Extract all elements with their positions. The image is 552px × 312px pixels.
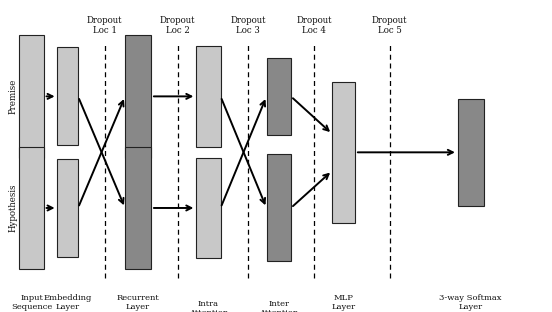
Text: Hypothesis: Hypothesis (8, 184, 17, 232)
FancyBboxPatch shape (57, 47, 78, 145)
Text: Dropout
Loc 5: Dropout Loc 5 (372, 16, 407, 35)
FancyBboxPatch shape (332, 82, 355, 223)
Text: Recurrent
Layer: Recurrent Layer (116, 294, 160, 311)
Text: Dropout
Loc 3: Dropout Loc 3 (230, 16, 266, 35)
Text: Intra
Attention
Layer: Intra Attention Layer (189, 300, 228, 312)
FancyBboxPatch shape (196, 158, 221, 258)
Text: Premise: Premise (8, 79, 17, 114)
Text: Inter
Attention
Layer: Inter Attention Layer (259, 300, 298, 312)
FancyBboxPatch shape (19, 147, 44, 269)
FancyBboxPatch shape (196, 46, 221, 147)
Text: Dropout
Loc 1: Dropout Loc 1 (87, 16, 122, 35)
FancyBboxPatch shape (57, 159, 78, 257)
Text: Dropout
Loc 2: Dropout Loc 2 (160, 16, 195, 35)
Text: Embedding
Layer: Embedding Layer (44, 294, 92, 311)
FancyBboxPatch shape (267, 154, 291, 261)
FancyBboxPatch shape (125, 147, 151, 269)
FancyBboxPatch shape (19, 35, 44, 158)
Text: MLP
Layer: MLP Layer (332, 294, 355, 311)
FancyBboxPatch shape (458, 99, 484, 206)
Text: 3-way Softmax
Layer: 3-way Softmax Layer (439, 294, 502, 311)
Text: Input
Sequence: Input Sequence (11, 294, 52, 311)
FancyBboxPatch shape (267, 58, 291, 134)
FancyBboxPatch shape (125, 35, 151, 158)
Text: Dropout
Loc 4: Dropout Loc 4 (296, 16, 332, 35)
